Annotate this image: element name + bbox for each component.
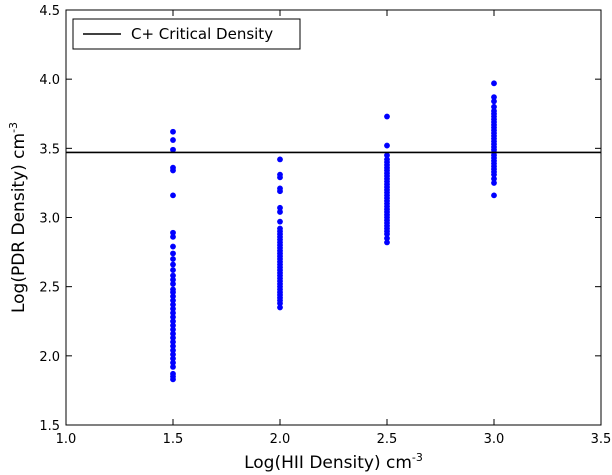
data-point [170,256,176,262]
data-point [170,146,176,153]
data-point [277,188,283,195]
data-point [170,137,176,143]
data-point [277,304,283,311]
y-axis-label: Log(PDR Density) cm-3 [7,122,29,313]
x-tick-label: 1.0 [56,432,77,447]
y-tick-label: 4.5 [39,4,60,19]
x-axis-label-text: Log(HII Density) cm [244,453,412,473]
x-tick-label: 1.5 [163,432,184,447]
x-tick-label: 3.5 [591,432,612,447]
legend-label: C+ Critical Density [131,25,273,43]
axes: 1.0 1.5 2.0 2.5 3.0 3.51.52.02.53.03.54.04.5L… [7,4,611,473]
data-point [491,80,497,87]
data-point [384,239,390,246]
x-tick-label: 3.0 [484,432,505,447]
data-point [491,192,497,199]
data-point [170,376,176,383]
y-axis-label-exponent: -3 [7,122,20,133]
data-point [384,142,390,149]
data-point [491,180,497,186]
y-tick-label: 3.5 [39,142,60,157]
x-axis-label-exponent: -3 [412,451,423,464]
y-tick-label: 2.5 [39,281,60,296]
data-point [170,261,176,268]
data-point [170,128,176,135]
data-point [277,156,283,163]
data-point [170,363,176,370]
y-axis-label-text: Log(PDR Density) cm [9,133,29,313]
data-point [170,250,176,257]
y-tick-label: 4.0 [39,73,60,88]
x-tick-label: 2.0 [270,432,291,447]
legend: C+ Critical Density [72,18,301,50]
data-point [277,209,283,215]
data-point [170,267,176,273]
y-tick-label: 2.0 [39,350,60,365]
x-axis-label: Log(HII Density) cm-3 [244,451,423,473]
x-tick-label: 2.5 [377,432,398,447]
data-point [277,218,283,225]
data-point [170,243,176,250]
y-tick-label: 3.0 [39,212,60,227]
y-tick-label: 1.5 [39,419,60,434]
data-point [384,113,390,120]
data-point [170,192,176,199]
data-point [170,280,176,287]
data-point [277,174,283,181]
data-point [491,98,497,105]
data-point [170,233,176,240]
data-point [170,167,176,174]
plot-area [66,80,601,383]
